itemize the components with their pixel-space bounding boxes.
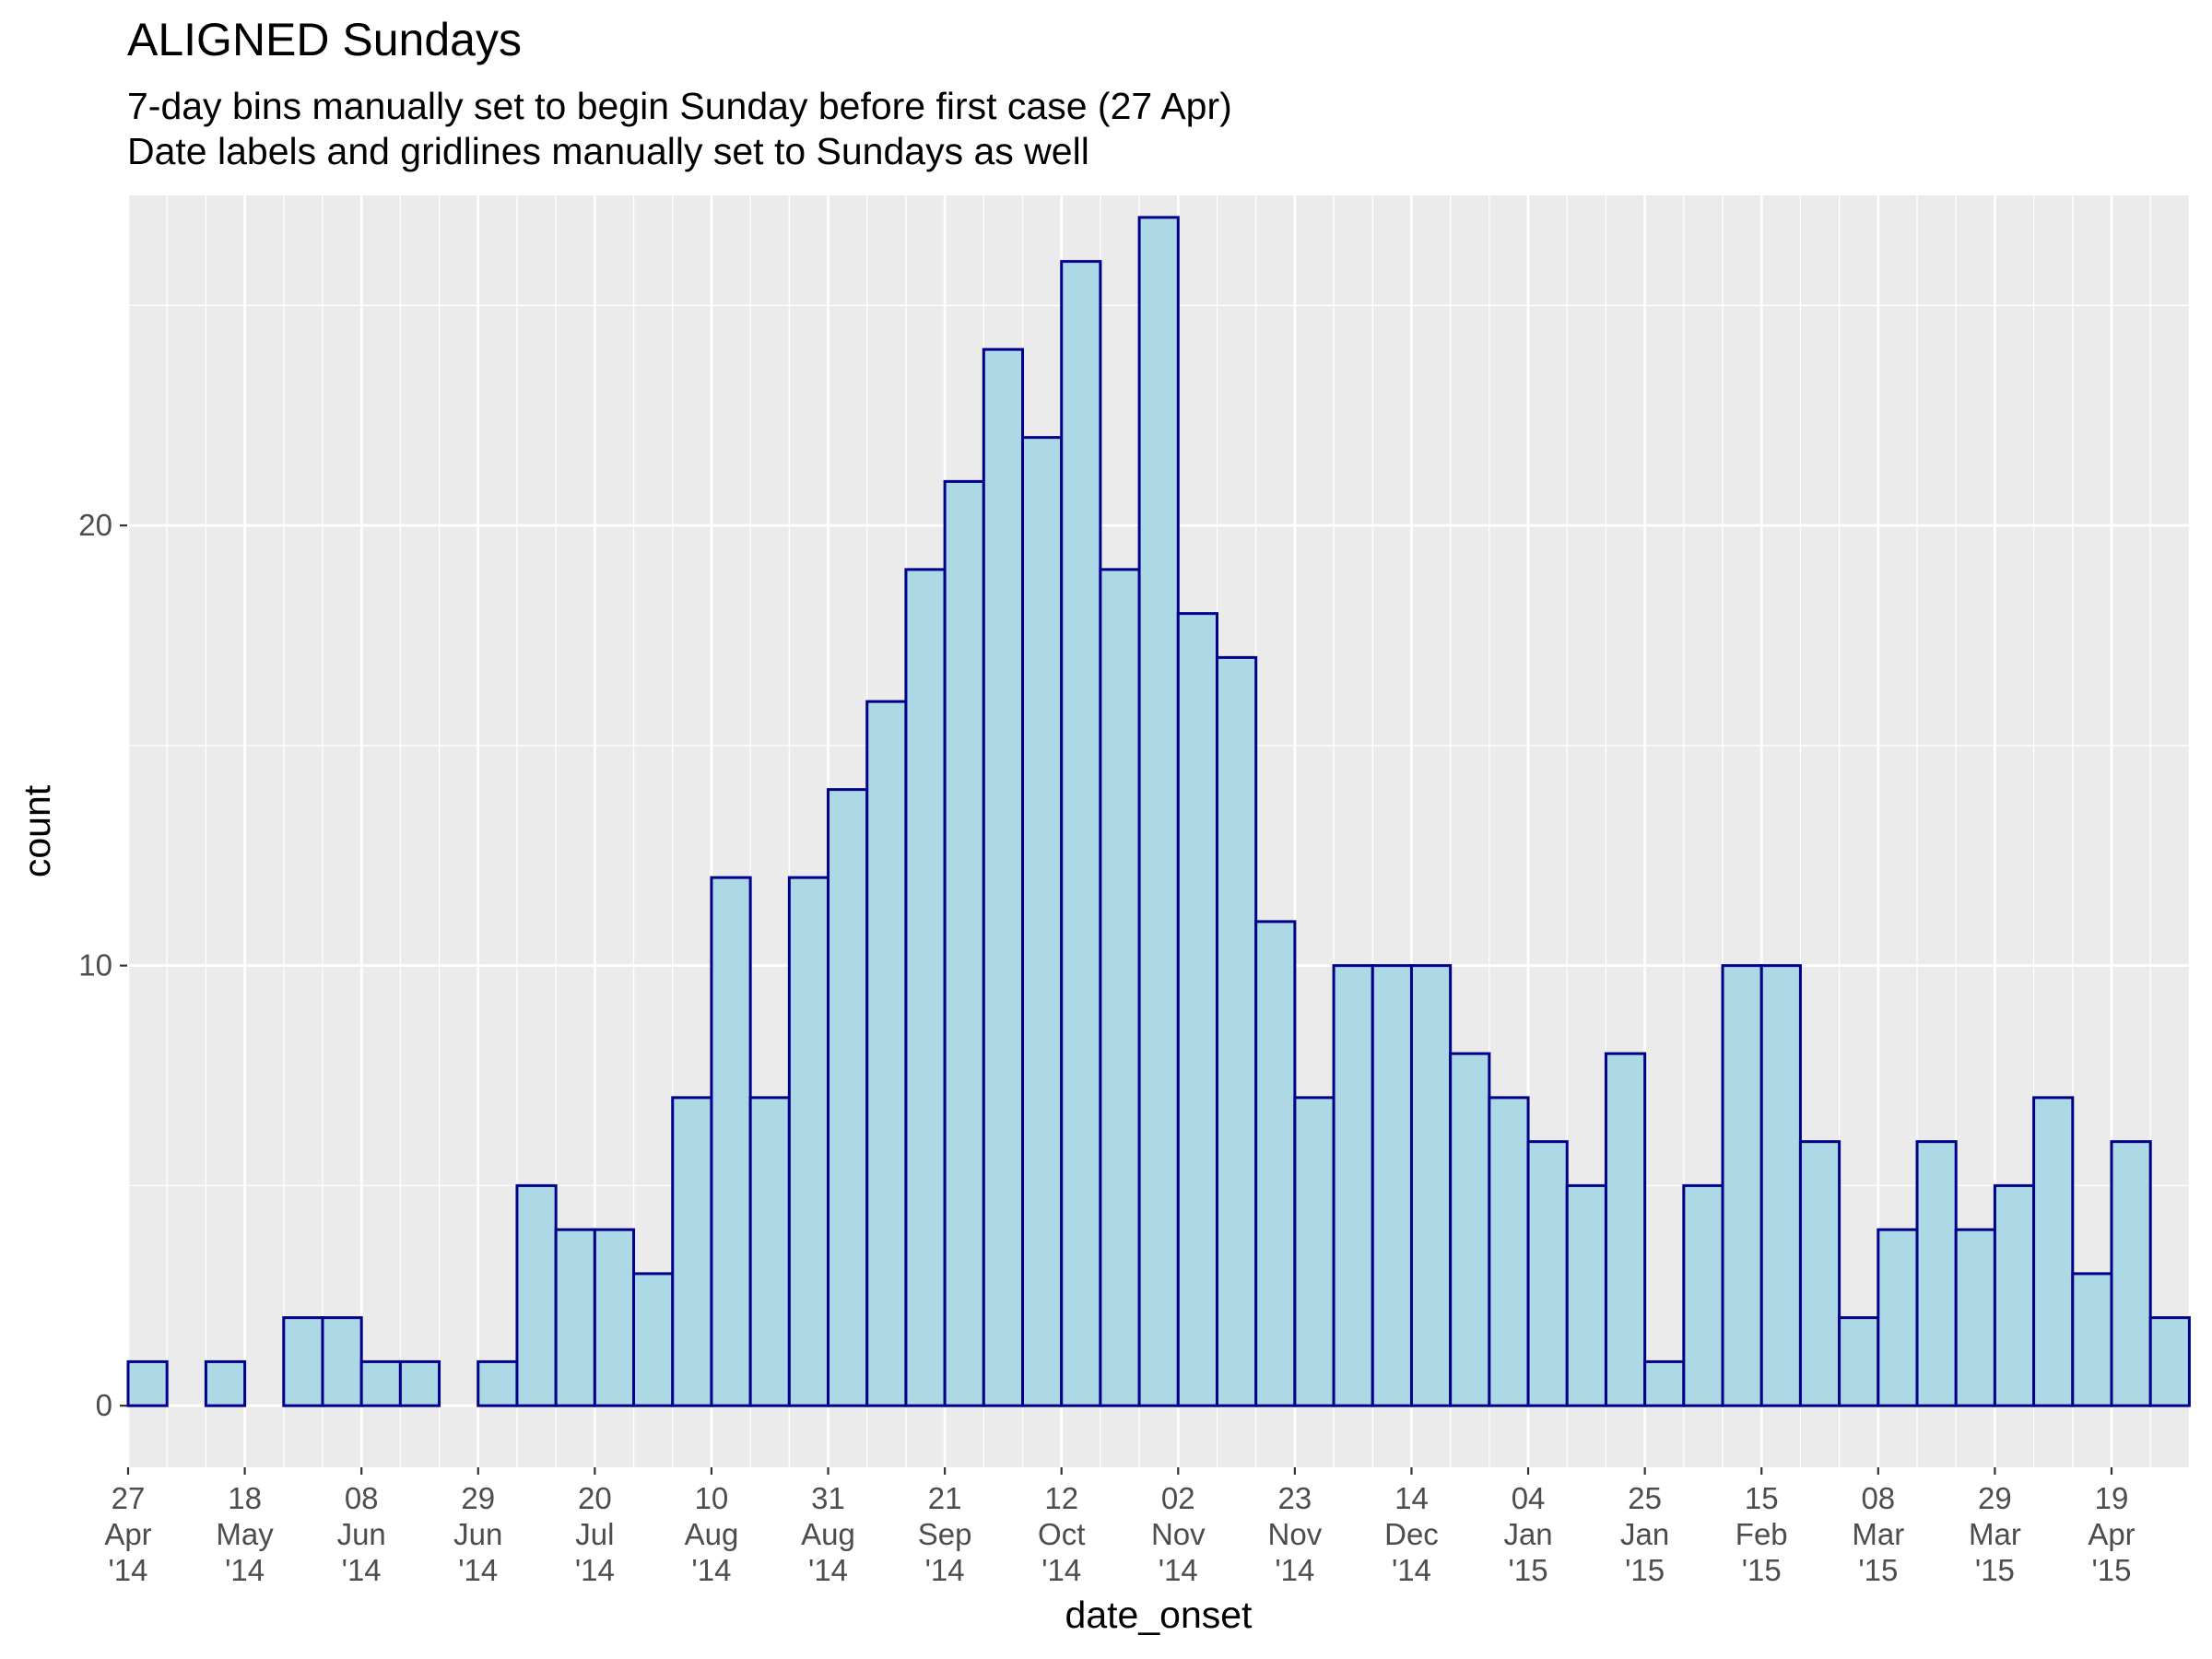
histogram-bar <box>1215 655 1258 1407</box>
x-axis-title: date_onset <box>1065 1594 1253 1636</box>
y-axis-title: count <box>16 784 58 877</box>
x-tick-label: 23 Nov '14 <box>1268 1481 1323 1587</box>
histogram-bar <box>1332 964 1374 1407</box>
histogram-bar <box>865 700 908 1407</box>
histogram-bar <box>2071 1272 2113 1407</box>
histogram-bar <box>1254 920 1297 1407</box>
histogram-bar <box>1488 1096 1530 1407</box>
histogram-bar <box>1371 964 1413 1407</box>
x-tick-label: 10 Aug '14 <box>685 1481 739 1587</box>
histogram-bar <box>1759 964 1802 1407</box>
x-tick-label: 21 Sep '14 <box>918 1481 972 1587</box>
histogram-bar <box>321 1316 363 1407</box>
y-axis: 0 10 20 <box>78 508 127 1422</box>
histogram-bar <box>982 347 1025 1407</box>
y-tick-label: 10 <box>78 948 112 982</box>
x-tick-label: 12 Oct '14 <box>1038 1481 1085 1587</box>
histogram-bar <box>282 1316 324 1407</box>
histogram-bar <box>2148 1316 2191 1407</box>
histogram-bar <box>554 1228 596 1407</box>
histogram-bar <box>1060 260 1102 1407</box>
x-tick-label: 29 Mar '15 <box>1969 1481 2021 1587</box>
histogram-bar <box>1449 1052 1491 1407</box>
x-tick-label: 14 Dec '14 <box>1384 1481 1439 1587</box>
chart-subtitle-line-1: 7-day bins manually set to begin Sunday … <box>127 85 1232 127</box>
histogram-bar <box>710 876 752 1407</box>
histogram-bar <box>1838 1316 1880 1407</box>
x-tick-label: 02 Nov '14 <box>1151 1481 1206 1587</box>
x-tick-label: 04 Jan '15 <box>1503 1481 1552 1587</box>
histogram-bar <box>1877 1228 1919 1407</box>
y-tick-label: 0 <box>96 1388 112 1422</box>
histogram-bar <box>477 1359 519 1407</box>
histogram-bar <box>1021 436 1064 1407</box>
histogram-bar <box>1137 216 1180 1407</box>
bars <box>126 216 2191 1407</box>
histogram-bar <box>2110 1140 2152 1407</box>
histogram-bar <box>1099 568 1141 1407</box>
histogram-bar <box>515 1183 558 1407</box>
histogram-bar <box>1176 612 1218 1407</box>
histogram-bar <box>359 1359 402 1407</box>
histogram-bar <box>1565 1183 1607 1407</box>
histogram-bar <box>398 1359 441 1407</box>
x-tick-label: 15 Feb '15 <box>1735 1481 1788 1587</box>
x-tick-label: 27 Apr '14 <box>104 1481 151 1587</box>
histogram-bar <box>1993 1183 2036 1407</box>
histogram-bar <box>904 568 947 1407</box>
histogram-bar <box>126 1359 169 1407</box>
histogram-bar <box>204 1359 247 1407</box>
x-axis: 27 Apr '14 18 May '14 08 Jun '14 29 Jun '14 20 Jul '14… <box>104 1467 2136 1587</box>
histogram-bar <box>748 1096 791 1407</box>
histogram-bar <box>1954 1228 1996 1407</box>
x-tick-label: 25 Jan '15 <box>1620 1481 1669 1587</box>
histogram-bar <box>1409 964 1453 1407</box>
histogram-bar <box>632 1272 675 1407</box>
chart-title: ALIGNED Sundays <box>127 14 522 65</box>
histogram-bar <box>593 1228 636 1407</box>
x-tick-label: 08 Jun '14 <box>337 1481 386 1587</box>
x-tick-label: 31 Aug '14 <box>801 1481 855 1587</box>
histogram-bar <box>1721 964 1763 1407</box>
histogram-bar <box>1643 1359 1686 1407</box>
chart-subtitle-line-2: Date labels and gridlines manually set t… <box>127 130 1089 172</box>
histogram-bar <box>1915 1140 1958 1407</box>
x-tick-label: 29 Jun '14 <box>453 1481 502 1587</box>
y-tick-label: 20 <box>78 508 112 542</box>
histogram-bar <box>827 788 869 1407</box>
histogram-bar <box>1798 1140 1841 1407</box>
histogram-bar <box>1682 1183 1724 1407</box>
histogram-bar <box>1526 1140 1569 1407</box>
x-tick-label: 08 Mar '15 <box>1852 1481 1904 1587</box>
histogram-bar <box>1293 1096 1335 1407</box>
x-tick-label: 18 May '14 <box>216 1481 274 1587</box>
histogram-bar <box>943 479 985 1407</box>
x-tick-label: 19 Apr '15 <box>2088 1481 2135 1587</box>
histogram-bar <box>1604 1052 1647 1407</box>
histogram-bar <box>2032 1096 2075 1407</box>
x-tick-label: 20 Jul '14 <box>575 1481 615 1587</box>
histogram-bar <box>671 1096 713 1407</box>
histogram-bar <box>787 876 830 1407</box>
